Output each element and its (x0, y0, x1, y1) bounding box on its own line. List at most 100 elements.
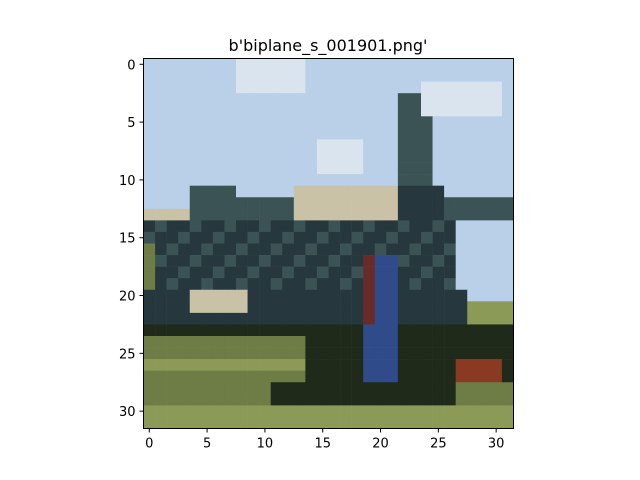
pixel-cell (166, 266, 179, 279)
pixel-cell (282, 139, 295, 152)
pixel-cell (236, 81, 248, 94)
pixel-cell (293, 197, 306, 210)
pixel-cell (328, 162, 341, 175)
pixel-cell (328, 220, 341, 233)
pixel-cell (201, 347, 214, 360)
pixel-cell (490, 70, 503, 82)
pixel-cell (316, 393, 329, 406)
pixel-cell (467, 336, 480, 348)
pixel-cell (455, 185, 468, 198)
pixel-cell (386, 347, 399, 360)
pixel-cell (421, 116, 433, 129)
pixel-cell (293, 347, 306, 360)
pixel-cell (363, 312, 376, 325)
pixel-cell (490, 127, 503, 140)
pixel-cell (501, 370, 514, 383)
pixel-cell (189, 231, 202, 244)
pixel-cell (201, 243, 214, 256)
pixel-cell (189, 255, 202, 267)
pixel-cell (374, 127, 387, 140)
pixel-cell (212, 324, 225, 337)
pixel-cell (351, 174, 364, 186)
pixel-cell (305, 220, 318, 233)
pixel-cell (432, 301, 445, 314)
x-tick-label: 20 (372, 437, 389, 452)
pixel-cell (282, 197, 295, 210)
pixel-cell (351, 243, 364, 256)
pixel-cell (363, 70, 376, 82)
pixel-cell (270, 127, 283, 140)
pixel-cell (282, 301, 295, 314)
pixel-cell (224, 127, 237, 140)
pixel-cell (189, 174, 202, 186)
pixel-cell (501, 220, 514, 233)
pixel-cell (305, 185, 318, 198)
pixel-cell (467, 185, 480, 198)
pixel-cell (397, 324, 410, 337)
pixel-cell (155, 116, 167, 129)
pixel-cell (374, 185, 387, 198)
pixel-cell (316, 416, 329, 429)
pixel-cell (270, 370, 283, 383)
pixel-cell (224, 220, 237, 233)
pixel-cell (409, 231, 422, 244)
pixel-cell (444, 185, 456, 198)
pixel-cell (316, 405, 329, 418)
pixel-cell (397, 347, 410, 360)
pixel-cell (455, 347, 468, 360)
pixel-cell (374, 393, 387, 406)
pixel-cell (467, 266, 480, 279)
pixel-cell (282, 231, 295, 244)
pixel-cell (501, 278, 514, 291)
pixel-cell (293, 151, 306, 163)
pixel-cell (501, 151, 514, 163)
pixel-cell (224, 266, 237, 279)
pixel-cell (421, 139, 433, 152)
pixel-cell (143, 416, 156, 429)
pixel-cell (409, 405, 422, 418)
pixel-cell (363, 243, 376, 256)
pixel-cell (444, 336, 456, 348)
pixel-cell (259, 243, 271, 256)
pixel-cell (155, 197, 167, 210)
pixel-cell (236, 324, 248, 337)
pixel-cell (247, 58, 260, 71)
pixel-cell (328, 58, 341, 71)
pixel-cell (444, 104, 456, 117)
pixel-cell (166, 243, 179, 256)
pixel-cell (340, 93, 352, 106)
pixel-cell (293, 127, 306, 140)
pixel-cell (455, 393, 468, 406)
pixel-cell (501, 324, 514, 337)
pixel-cell (282, 347, 295, 360)
pixel-cell (155, 347, 167, 360)
pixel-cell (316, 231, 329, 244)
pixel-cell (455, 416, 468, 429)
pixel-cell (363, 197, 376, 210)
pixel-cell (490, 58, 503, 71)
pixel-cell (293, 208, 306, 221)
pixel-cell (316, 174, 329, 186)
pixel-cell (282, 81, 295, 94)
pixel-cell (340, 116, 352, 129)
pixel-cell (351, 197, 364, 210)
pixel-cell (374, 70, 387, 82)
pixel-cell (212, 151, 225, 163)
pixel-cell (155, 289, 167, 302)
pixel-cell (374, 289, 387, 302)
pixel-cell (293, 382, 306, 395)
pixel-cell (282, 70, 295, 82)
pixel-cell (259, 301, 271, 314)
pixel-cell (351, 278, 364, 291)
pixel-cell (432, 197, 445, 210)
pixel-cell (189, 162, 202, 175)
pixel-cell (305, 405, 318, 418)
pixel-cell (270, 104, 283, 117)
pixel-cell (201, 93, 214, 106)
pixel-cell (490, 289, 503, 302)
pixel-cell (282, 382, 295, 395)
pixel-cell (478, 116, 491, 129)
pixel-cell (282, 208, 295, 221)
pixel-cell (316, 116, 329, 129)
pixel-cell (478, 243, 491, 256)
